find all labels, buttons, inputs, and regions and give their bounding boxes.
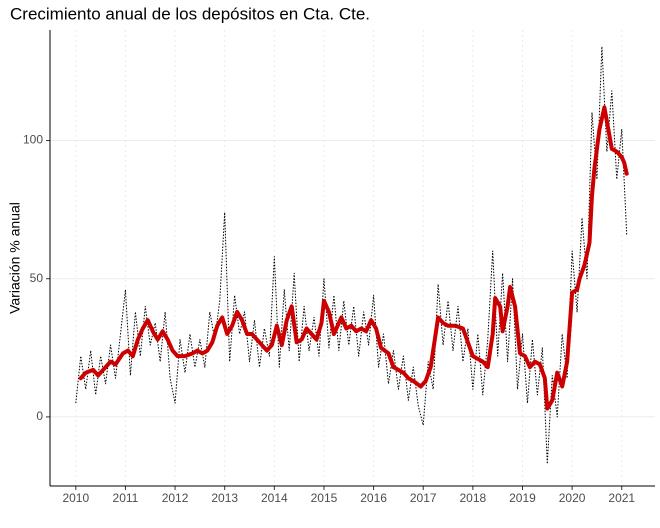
x-tick-label: 2013 bbox=[211, 491, 238, 505]
x-tick-label: 2021 bbox=[608, 491, 635, 505]
raw-line bbox=[75, 46, 628, 465]
y-tick-label: 100 bbox=[23, 133, 43, 147]
x-tick-label: 2017 bbox=[410, 491, 437, 505]
x-tick-label: 2016 bbox=[360, 491, 387, 505]
x-tick-label: 2012 bbox=[162, 491, 189, 505]
x-tick-label: 2014 bbox=[261, 491, 288, 505]
x-tick-label: 2020 bbox=[559, 491, 586, 505]
x-tick-label: 2018 bbox=[460, 491, 487, 505]
x-tick-label: 2011 bbox=[113, 491, 139, 505]
trend-line bbox=[78, 105, 629, 411]
y-axis-label: Variación % anual bbox=[7, 202, 23, 314]
y-tick-label: 0 bbox=[36, 409, 43, 423]
x-tick-label: 2019 bbox=[509, 491, 536, 505]
x-tick-label: 2010 bbox=[62, 491, 89, 505]
chart-title: Crecimiento anual de los depósitos en Ct… bbox=[10, 4, 370, 23]
y-tick-label: 50 bbox=[30, 271, 44, 285]
x-tick-label: 2015 bbox=[311, 491, 338, 505]
